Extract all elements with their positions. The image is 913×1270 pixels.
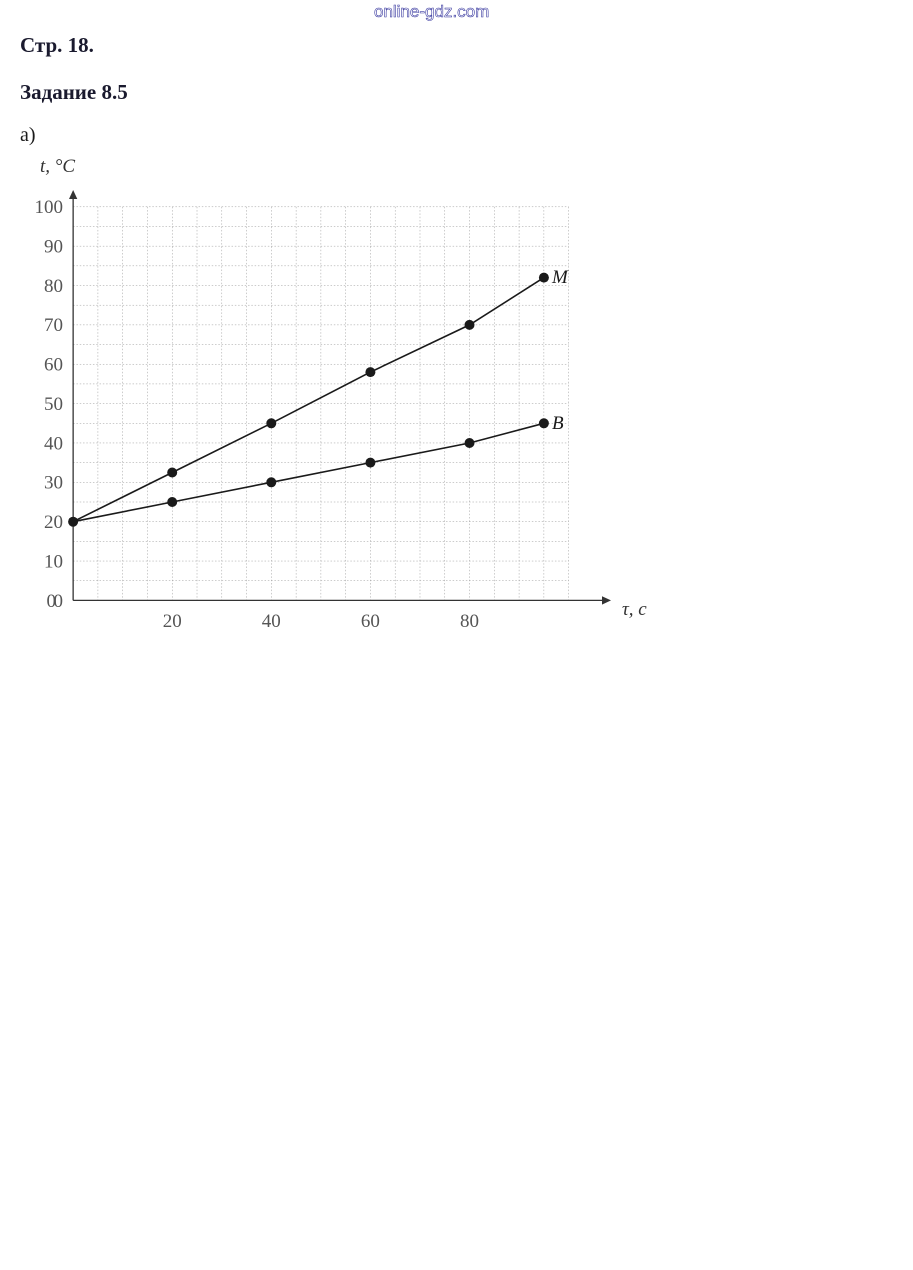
svg-text:40: 40 (262, 611, 281, 632)
svg-text:t, °C: t, °C (40, 156, 75, 177)
svg-text:60: 60 (361, 611, 380, 632)
svg-text:10: 10 (44, 552, 63, 573)
svg-text:100: 100 (35, 197, 64, 218)
svg-text:τ, с: τ, с (622, 599, 647, 620)
svg-text:90: 90 (44, 237, 63, 258)
svg-text:M: M (551, 267, 569, 288)
svg-text:70: 70 (44, 315, 63, 336)
svg-text:20: 20 (163, 611, 182, 632)
svg-text:80: 80 (44, 276, 63, 297)
svg-text:50: 50 (44, 394, 63, 415)
svg-text:80: 80 (460, 611, 479, 632)
svg-text:B: B (552, 413, 564, 434)
svg-text:60: 60 (44, 355, 63, 376)
svg-text:40: 40 (44, 433, 63, 454)
svg-text:20: 20 (44, 512, 63, 533)
svg-text:0: 0 (47, 591, 57, 612)
svg-text:30: 30 (44, 473, 63, 494)
